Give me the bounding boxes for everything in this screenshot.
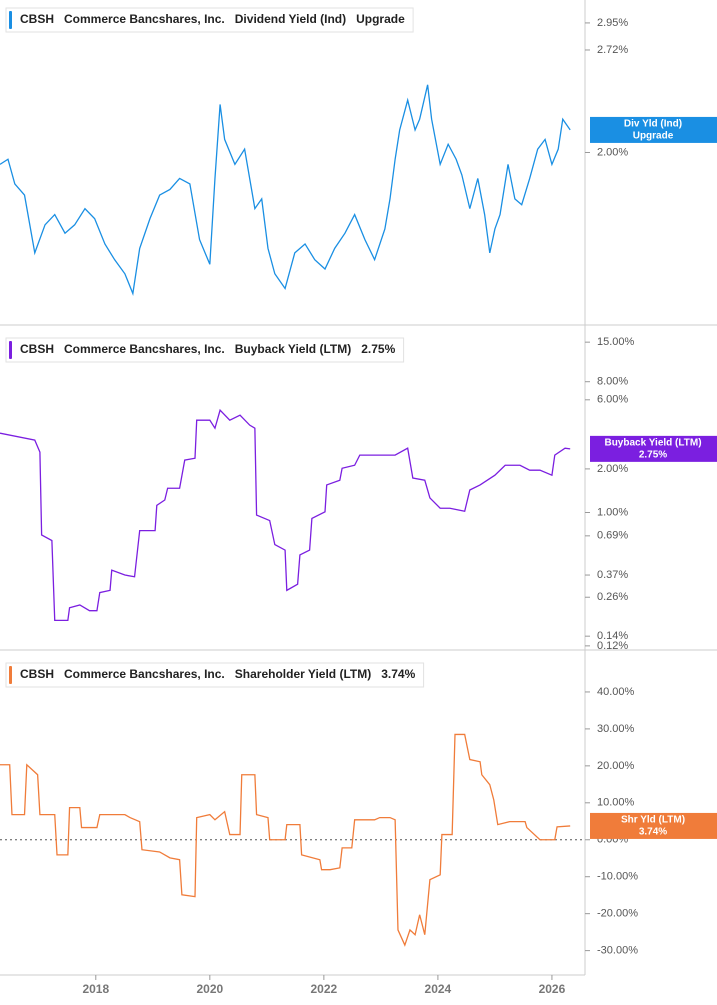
y-tick-label: 1.00% — [597, 506, 628, 518]
title-company: Commerce Bancshares, Inc. — [64, 342, 225, 356]
side-tag-label: Div Yld (Ind) — [624, 119, 682, 130]
y-tick-label: 2.95% — [597, 17, 628, 29]
title-box-bg — [5, 7, 414, 33]
title-color-bar — [9, 11, 12, 29]
title-color-bar — [9, 666, 12, 684]
title-ticker: CBSH — [20, 12, 54, 26]
y-tick-label: -10.00% — [597, 871, 638, 883]
data-line — [0, 408, 571, 622]
title-status: Upgrade — [356, 12, 405, 26]
side-tag — [590, 812, 717, 839]
title-box: CBSH Commerce Bancshares, Inc. Shareholder… — [5, 662, 425, 688]
y-tick-label: 8.00% — [597, 376, 628, 388]
y-tick-label: 10.00% — [597, 797, 635, 809]
chart-title: CBSH Commerce Bancshares, Inc. Buyback Yie… — [20, 342, 396, 356]
x-tick-label: 2020 — [196, 982, 223, 996]
y-tick-label: 2.72% — [597, 44, 628, 56]
x-tick-label: 2024 — [425, 982, 452, 996]
title-status: 2.75% — [361, 342, 395, 356]
y-tick-label: 0.26% — [597, 591, 628, 603]
y-tick-label: 6.00% — [597, 394, 628, 406]
x-tick-label: 2026 — [539, 982, 566, 996]
title-box-bg — [5, 662, 425, 688]
y-tick-label: -30.00% — [597, 945, 638, 957]
x-tick-label: 2018 — [82, 982, 109, 996]
title-box-bg — [5, 337, 405, 363]
y-tick-label: 15.00% — [597, 336, 635, 348]
side-tag-label: Shr Yld (LTM) — [621, 815, 685, 826]
side-tag-value: Upgrade — [633, 131, 674, 142]
side-tag — [590, 435, 717, 462]
y-tick-label: 0.69% — [597, 530, 628, 542]
title-box: CBSH Commerce Bancshares, Inc. Buyback Yie… — [5, 337, 405, 363]
y-tick-label: 0.37% — [597, 569, 628, 581]
y-tick-label: 0.14% — [597, 630, 628, 642]
y-tick-label: 0.12% — [597, 640, 628, 652]
title-ticker: CBSH — [20, 342, 54, 356]
side-tag-value: 3.74% — [639, 827, 667, 838]
side-tag-value: 2.75% — [639, 450, 667, 461]
title-status: 3.74% — [381, 667, 415, 681]
side-tag-label: Buyback Yield (LTM) — [604, 438, 701, 449]
title-color-bar — [9, 341, 12, 359]
title-company: Commerce Bancshares, Inc. — [64, 667, 225, 681]
y-tick-label: 30.00% — [597, 723, 635, 735]
chart-title: CBSH Commerce Bancshares, Inc. Shareholder… — [20, 667, 416, 681]
chart-title: CBSH Commerce Bancshares, Inc. Dividend Yi… — [20, 12, 405, 26]
data-line — [0, 733, 571, 947]
y-tick-label: -20.00% — [597, 908, 638, 920]
y-tick-label: 2.00% — [597, 463, 628, 475]
y-tick-label: 2.00% — [597, 146, 628, 158]
title-metric: Shareholder Yield (LTM) — [235, 667, 371, 681]
y-tick-label: 40.00% — [597, 686, 635, 698]
data-line — [0, 84, 571, 296]
title-metric: Dividend Yield (Ind) — [235, 12, 346, 26]
title-ticker: CBSH — [20, 667, 54, 681]
title-box: CBSH Commerce Bancshares, Inc. Dividend Yi… — [5, 7, 414, 33]
side-tag — [590, 116, 717, 143]
y-tick-label: 20.00% — [597, 760, 635, 772]
x-tick-label: 2022 — [311, 982, 338, 996]
title-company: Commerce Bancshares, Inc. — [64, 12, 225, 26]
title-metric: Buyback Yield (LTM) — [235, 342, 351, 356]
